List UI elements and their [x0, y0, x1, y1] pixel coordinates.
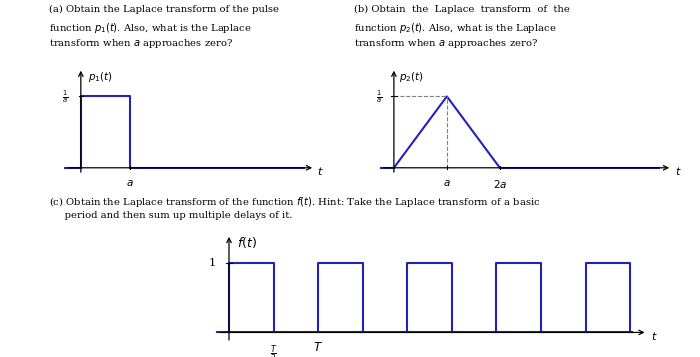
Text: (a) Obtain the Laplace transform of the pulse: (a) Obtain the Laplace transform of the … — [49, 5, 279, 15]
Text: $2a$: $2a$ — [493, 178, 507, 191]
Text: $p_2(t)$: $p_2(t)$ — [399, 70, 424, 84]
Text: transform when $a$ approaches zero?: transform when $a$ approaches zero? — [49, 37, 233, 50]
Text: $\frac{T}{2}$: $\frac{T}{2}$ — [270, 343, 277, 357]
Text: $T$: $T$ — [313, 341, 323, 355]
Text: function $p_1(t)$. Also, what is the Laplace: function $p_1(t)$. Also, what is the Lap… — [49, 21, 251, 35]
Text: $a$: $a$ — [443, 178, 451, 188]
Text: $f(t)$: $f(t)$ — [237, 235, 257, 250]
Text: $a$: $a$ — [126, 178, 134, 188]
Text: period and then sum up multiple delays of it.: period and then sum up multiple delays o… — [49, 211, 293, 220]
Text: $t$: $t$ — [675, 165, 681, 177]
Text: (b) Obtain  the  Laplace  transform  of  the: (b) Obtain the Laplace transform of the — [354, 5, 569, 15]
Text: $p_1(t)$: $p_1(t)$ — [88, 70, 112, 84]
Text: transform when $a$ approaches zero?: transform when $a$ approaches zero? — [354, 37, 538, 50]
Text: 1: 1 — [209, 258, 216, 268]
Text: $\frac{1}{a}$: $\frac{1}{a}$ — [62, 88, 69, 105]
Text: (c) Obtain the Laplace transform of the function $f(t)$. Hint: Take the Laplace : (c) Obtain the Laplace transform of the … — [49, 195, 540, 208]
Text: $t$: $t$ — [652, 330, 658, 342]
Text: $\frac{1}{a}$: $\frac{1}{a}$ — [376, 88, 382, 105]
Text: function $p_2(t)$. Also, what is the Laplace: function $p_2(t)$. Also, what is the Lap… — [354, 21, 556, 35]
Text: $t$: $t$ — [317, 165, 324, 177]
